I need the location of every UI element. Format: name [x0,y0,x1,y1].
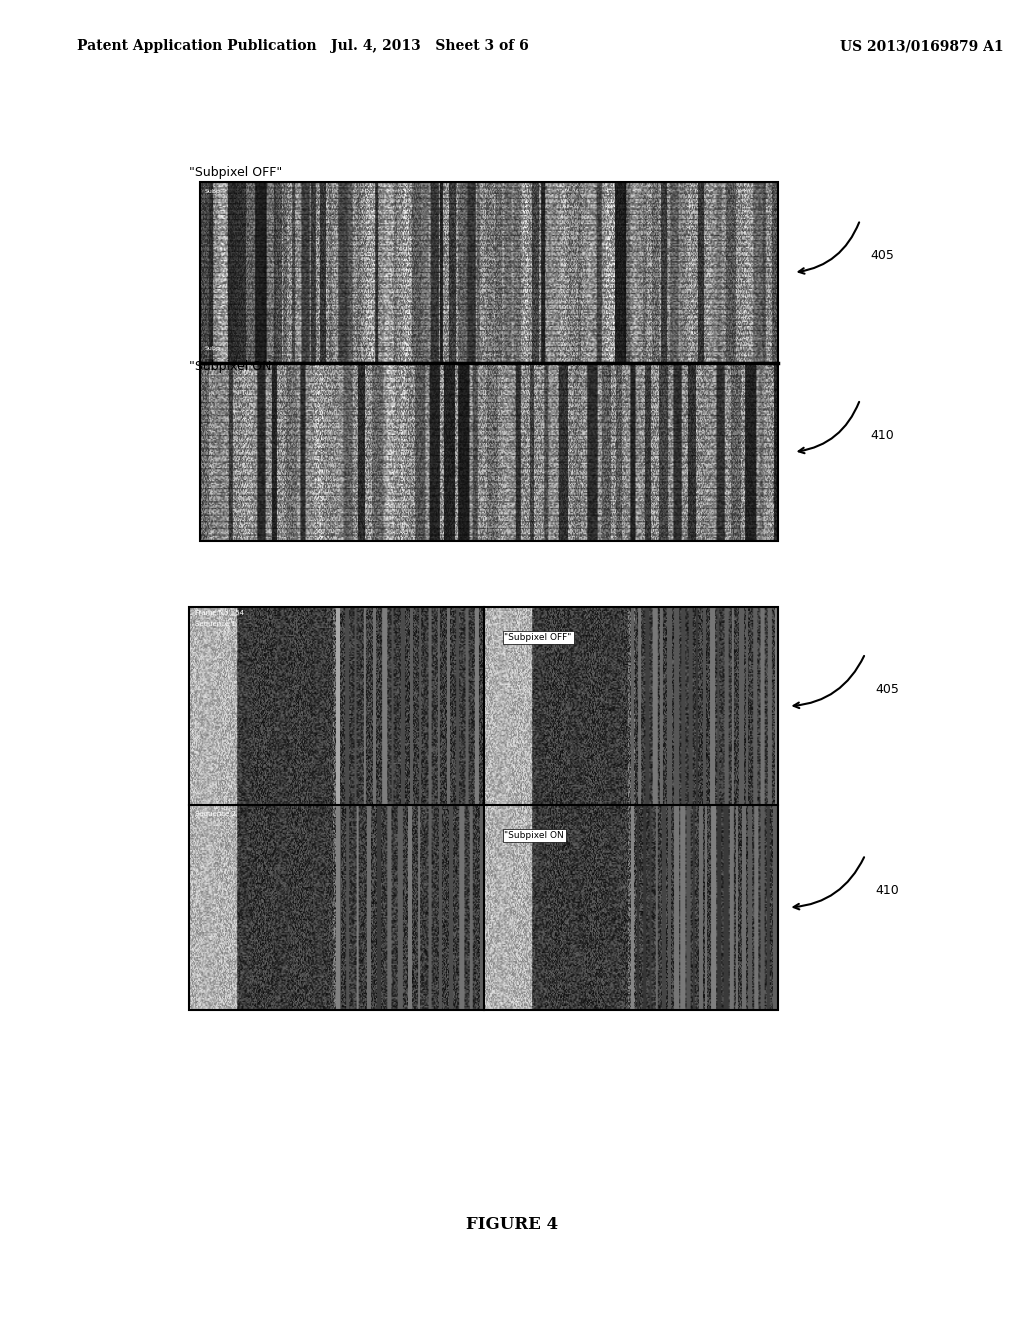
Text: FIGURE 4: FIGURE 4 [466,1217,558,1233]
Text: 410: 410 [870,429,894,442]
Text: 405: 405 [870,249,894,263]
Text: Subp: Subp [205,346,221,351]
Text: Patent Application Publication: Patent Application Publication [77,40,316,53]
Text: Frame No : 54: Frame No : 54 [195,610,244,616]
Text: "Subpixel OFF": "Subpixel OFF" [189,165,283,178]
Text: 405: 405 [876,682,899,696]
Text: "Subpixel ON: "Subpixel ON [189,359,272,372]
Text: 410: 410 [876,884,899,898]
Text: Sequence 1: Sequence 1 [195,620,236,627]
Text: Jul. 4, 2013   Sheet 3 of 6: Jul. 4, 2013 Sheet 3 of 6 [331,40,529,53]
Text: "Subpixel ON: "Subpixel ON [504,832,564,841]
Text: Sequence 2: Sequence 2 [195,810,236,817]
Text: Subp: Subp [205,189,221,194]
Text: US 2013/0169879 A1: US 2013/0169879 A1 [840,40,1004,53]
Text: "Subpixel OFF": "Subpixel OFF" [504,634,571,643]
